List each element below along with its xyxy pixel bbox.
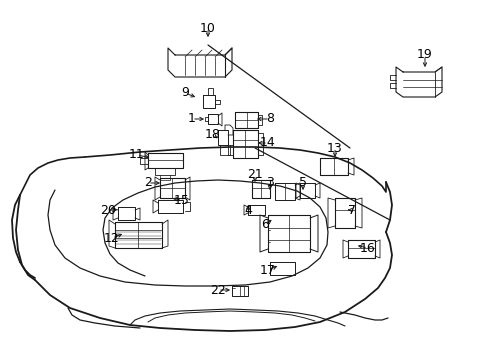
Text: 9: 9 — [181, 86, 188, 99]
Text: 17: 17 — [260, 264, 275, 276]
Text: 8: 8 — [265, 112, 273, 126]
Text: 5: 5 — [298, 176, 306, 189]
Text: 21: 21 — [246, 168, 263, 181]
Text: 19: 19 — [416, 49, 432, 62]
Text: 20: 20 — [100, 203, 116, 216]
Text: 18: 18 — [204, 129, 221, 141]
Text: 7: 7 — [347, 203, 355, 216]
Text: 2: 2 — [144, 176, 152, 189]
Text: 13: 13 — [326, 141, 342, 154]
Text: 14: 14 — [260, 136, 275, 149]
Text: 11: 11 — [129, 148, 144, 162]
Text: 22: 22 — [210, 284, 225, 297]
Text: 6: 6 — [261, 219, 268, 231]
Text: 1: 1 — [188, 112, 196, 126]
Text: 16: 16 — [359, 242, 375, 255]
Text: 15: 15 — [174, 194, 189, 207]
Text: 12: 12 — [104, 231, 120, 244]
Text: 4: 4 — [244, 203, 251, 216]
Text: 10: 10 — [200, 22, 216, 35]
Text: 3: 3 — [265, 176, 273, 189]
